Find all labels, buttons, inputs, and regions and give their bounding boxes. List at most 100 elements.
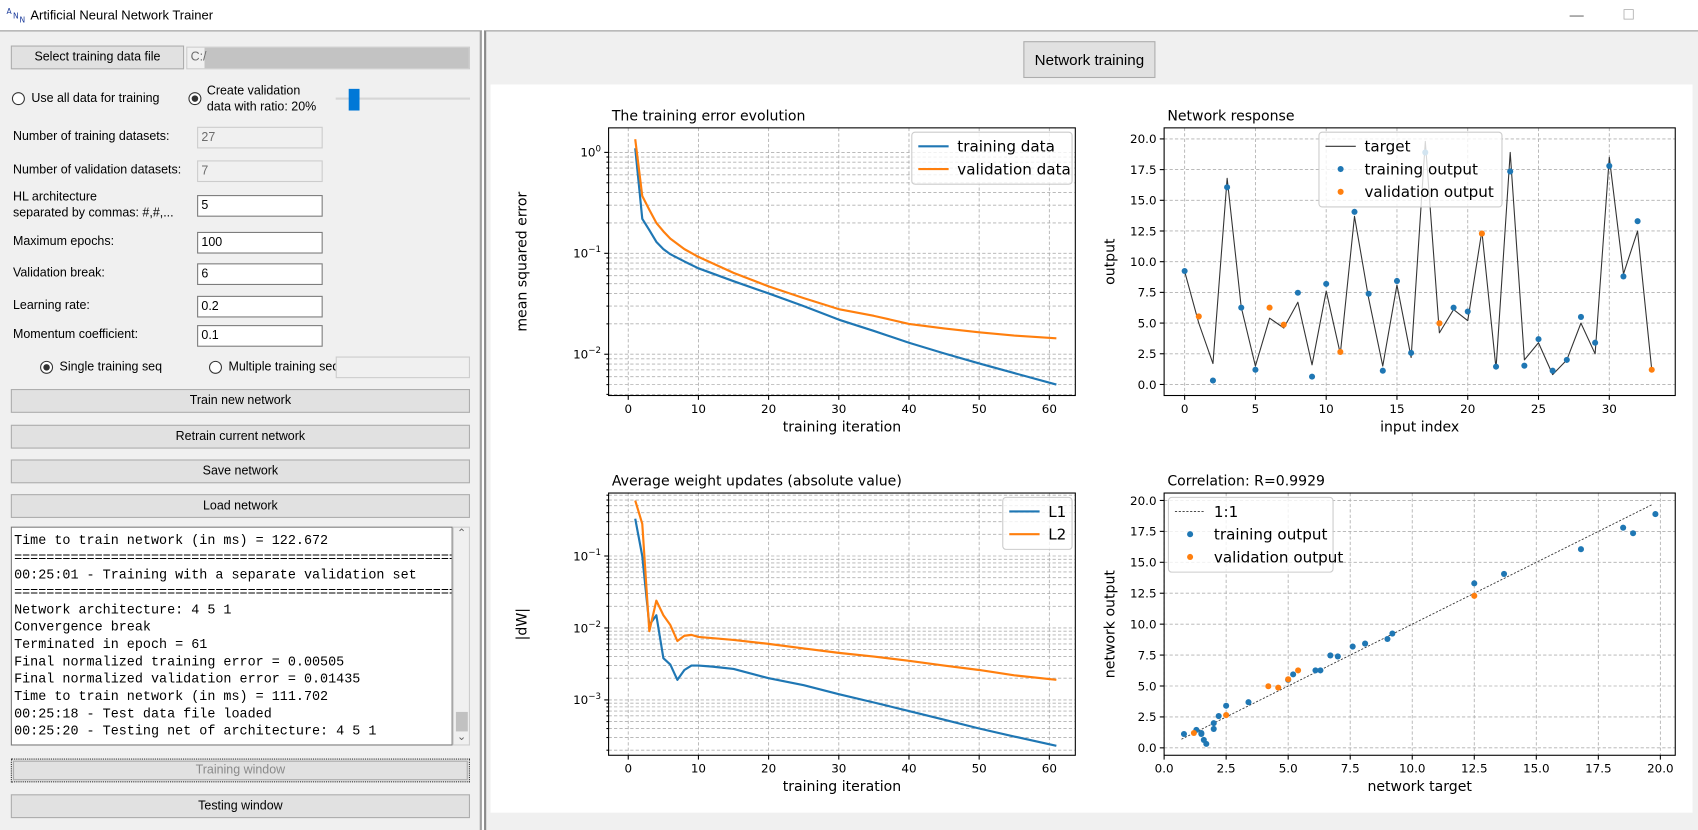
data-point (1471, 580, 1478, 587)
y-tick-label: 10−1 (573, 245, 601, 260)
x-tick-label: 40 (901, 402, 916, 416)
data-point (1450, 304, 1457, 311)
y-tick-label: 10−2 (573, 620, 601, 635)
x-tick-label: 50 (972, 402, 987, 416)
parameter-input[interactable]: 7 (197, 160, 323, 183)
scroll-down-icon[interactable]: ⌄ (456, 731, 467, 744)
training-window-button[interactable]: Training window (10, 758, 470, 783)
x-tick-label: 10 (691, 762, 706, 776)
x-tick-label: 20 (761, 762, 776, 776)
y-axis-label: network output (1102, 570, 1118, 679)
legend-entry: L1 (1048, 503, 1066, 521)
network-training-button[interactable]: Network training (1023, 41, 1156, 79)
ratio-slider-thumb[interactable] (348, 88, 360, 111)
series-line (634, 139, 1057, 340)
x-axis-label: input index (1380, 419, 1459, 435)
data-point (1592, 339, 1599, 346)
field-label: Maximum epochs: (12, 235, 115, 249)
field-label: Validation break: (12, 266, 105, 280)
log-line: Network architecture: 4 5 1 (14, 602, 232, 618)
data-point (1393, 277, 1400, 284)
y-tick-label: 2.5 (1138, 710, 1157, 724)
file-path-field[interactable]: C:/ (186, 46, 470, 70)
data-point (1294, 289, 1301, 296)
chart-title: Network response (1167, 108, 1294, 124)
scroll-thumb[interactable] (455, 711, 468, 732)
chart-title: Correlation: R=0.9929 (1167, 473, 1325, 489)
data-point (1634, 218, 1641, 225)
field-label: Number of training datasets: (12, 130, 170, 144)
y-tick-label: 100 (580, 144, 601, 159)
select-training-file-button[interactable]: Select training data file (10, 45, 185, 70)
data-point (1224, 184, 1231, 191)
train-new-network-button[interactable]: Train new network (10, 389, 470, 413)
x-tick-label: 20 (761, 402, 776, 416)
data-point (1181, 267, 1188, 275)
legend-entry: target (1364, 138, 1410, 156)
testing-window-button[interactable]: Testing window (10, 794, 470, 819)
field-label: separated by commas: #,#,... (12, 206, 174, 220)
legend-entry: 1:1 (1214, 503, 1238, 521)
legend-swatch (1337, 166, 1344, 173)
log-scrollbar[interactable]: ⌃ ⌄ (452, 526, 470, 746)
y-tick-label: 5.0 (1138, 316, 1157, 330)
data-point (1323, 280, 1330, 287)
identity-line (1181, 503, 1654, 740)
y-tick-label: 10−2 (573, 346, 601, 361)
parameter-input[interactable]: 6 (197, 263, 323, 285)
data-point (1312, 667, 1319, 674)
y-tick-label: 7.5 (1138, 648, 1157, 662)
field-label: Momentum coefficient: (12, 328, 139, 342)
create-validation-radio[interactable] (188, 92, 202, 106)
data-point (1275, 684, 1282, 691)
multiple-seq-label: Multiple training seq: (228, 360, 343, 374)
parameter-input[interactable]: 100 (197, 231, 323, 254)
x-tick-label: 20.0 (1647, 762, 1674, 776)
field-label: Number of validation datasets: (12, 163, 182, 177)
x-tick-label: 30 (831, 402, 846, 416)
data-point (1223, 702, 1230, 709)
data-point (1365, 290, 1372, 297)
data-point (1408, 349, 1415, 356)
maximize-button[interactable]: ☐ (1622, 6, 1635, 23)
multiple-seq-radio[interactable] (208, 360, 222, 374)
parameter-input[interactable]: 5 (197, 195, 323, 217)
svg-text:N: N (13, 11, 19, 20)
save-network-button[interactable]: Save network (10, 459, 470, 484)
parameter-input[interactable]: 0.2 (197, 295, 323, 318)
use-all-data-radio[interactable] (11, 92, 25, 106)
load-network-button[interactable]: Load network (10, 494, 470, 518)
data-point (1238, 304, 1245, 311)
axes-frame (608, 492, 1076, 756)
scroll-up-icon[interactable]: ⌃ (456, 527, 467, 540)
chart-network-response: 0 5 10 15 20 25 30 0.0 2.5 5.0 7.5 10.0 12.5 15.0 17.5… (1102, 108, 1676, 435)
parameter-input[interactable]: 0.1 (197, 325, 323, 347)
ratio-slider-track[interactable] (335, 97, 470, 100)
data-point (1290, 671, 1297, 678)
multiple-seq-field[interactable] (335, 356, 470, 379)
legend-entry: validation output (1364, 183, 1493, 201)
data-point (1493, 363, 1500, 370)
single-seq-radio[interactable] (40, 360, 54, 374)
field-label: Learning rate: (12, 299, 90, 313)
data-point (1563, 356, 1570, 363)
log-output[interactable]: Time to train network (in ms) = 122.672 =… (10, 526, 453, 746)
parameter-input[interactable]: 27 (197, 126, 323, 149)
log-line: ========================================… (14, 550, 452, 566)
x-tick-label: 10 (691, 402, 706, 416)
x-tick-label: 7.5 (1341, 762, 1360, 776)
legend-entry: L2 (1048, 526, 1066, 544)
minimize-button[interactable]: — (1569, 6, 1584, 23)
data-point (1200, 736, 1207, 743)
data-point (1180, 730, 1187, 738)
y-axis-label: output (1102, 238, 1118, 285)
log-line: 00:25:18 - Test data file loaded (14, 706, 272, 722)
retrain-network-button[interactable]: Retrain current network (10, 424, 470, 449)
svg-text:A: A (6, 7, 12, 16)
y-tick-label: 0.0 (1138, 741, 1157, 755)
single-seq-label: Single training seq (59, 360, 163, 374)
legend-entry: validation output (1214, 548, 1343, 566)
data-point (1620, 524, 1627, 531)
log-line: 00:25:01 - Training with a separate vali… (14, 567, 417, 583)
